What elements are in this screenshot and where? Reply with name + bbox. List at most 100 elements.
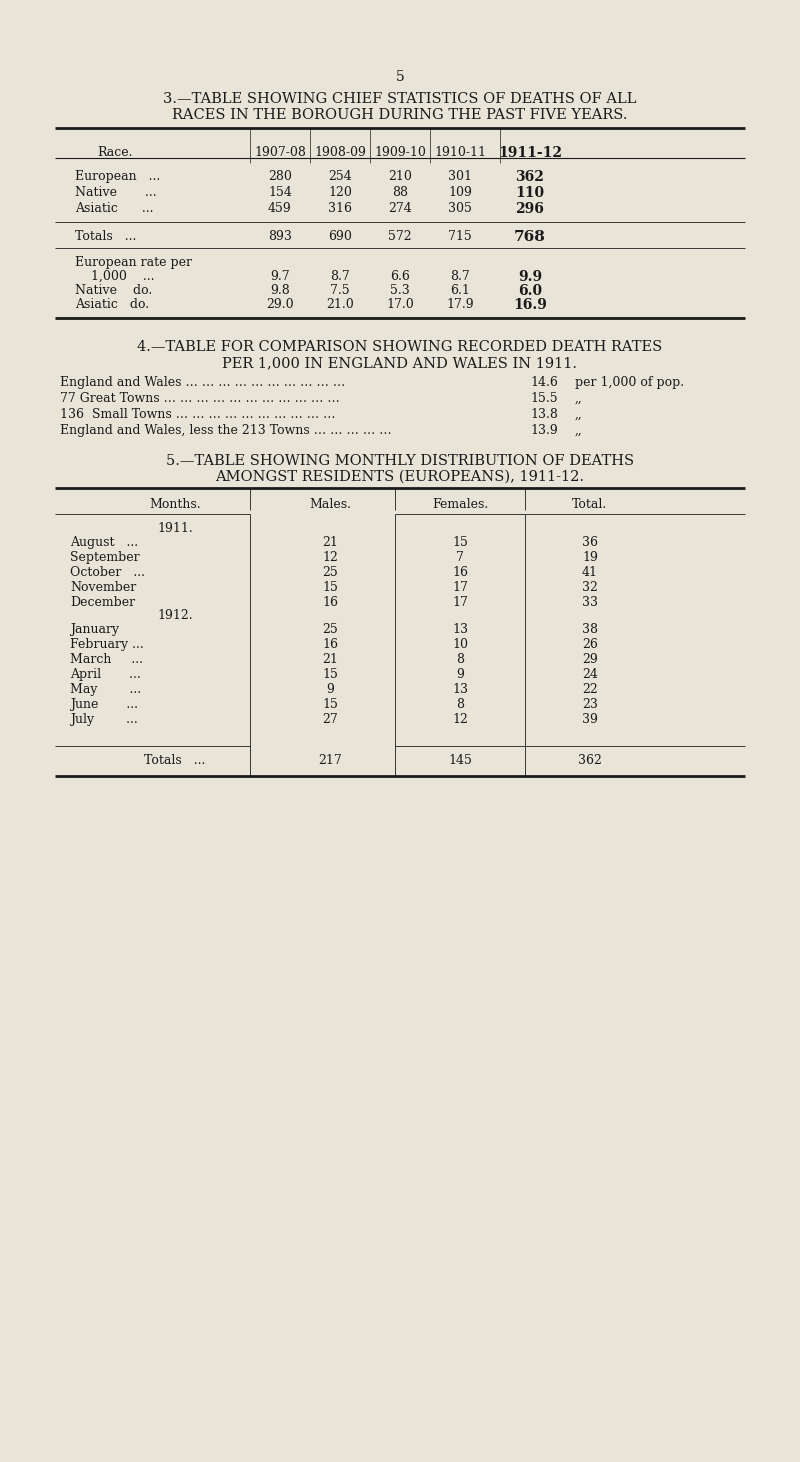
Text: 12: 12 [322, 551, 338, 564]
Text: April       ...: April ... [70, 668, 141, 681]
Text: 9: 9 [456, 668, 464, 681]
Text: October   ...: October ... [70, 566, 145, 579]
Text: 17.9: 17.9 [446, 298, 474, 311]
Text: 13: 13 [452, 623, 468, 636]
Text: 1909-10: 1909-10 [374, 146, 426, 159]
Text: 36: 36 [582, 537, 598, 550]
Text: 6.6: 6.6 [390, 270, 410, 284]
Text: Asiatic   do.: Asiatic do. [75, 298, 149, 311]
Text: 1,000    ...: 1,000 ... [75, 270, 154, 284]
Text: 12: 12 [452, 713, 468, 727]
Text: 16: 16 [322, 596, 338, 610]
Text: 145: 145 [448, 754, 472, 768]
Text: 23: 23 [582, 697, 598, 711]
Text: December: December [70, 596, 135, 610]
Text: 33: 33 [582, 596, 598, 610]
Text: 280: 280 [268, 170, 292, 183]
Text: July        ...: July ... [70, 713, 138, 727]
Text: 17.0: 17.0 [386, 298, 414, 311]
Text: 1907-08: 1907-08 [254, 146, 306, 159]
Text: Males.: Males. [309, 499, 351, 512]
Text: 9.8: 9.8 [270, 284, 290, 297]
Text: 217: 217 [318, 754, 342, 768]
Text: 1912.: 1912. [157, 610, 193, 621]
Text: March     ...: March ... [70, 654, 143, 667]
Text: 16.9: 16.9 [513, 298, 547, 311]
Text: Totals   ...: Totals ... [75, 230, 136, 243]
Text: 21: 21 [322, 537, 338, 550]
Text: 88: 88 [392, 186, 408, 199]
Text: AMONGST RESIDENTS (EUROPEANS), 1911-12.: AMONGST RESIDENTS (EUROPEANS), 1911-12. [215, 469, 585, 484]
Text: PER 1,000 IN ENGLAND AND WALES IN 1911.: PER 1,000 IN ENGLAND AND WALES IN 1911. [222, 357, 578, 370]
Text: 715: 715 [448, 230, 472, 243]
Text: 41: 41 [582, 566, 598, 579]
Text: Females.: Females. [432, 499, 488, 512]
Text: European rate per: European rate per [75, 256, 192, 269]
Text: 7.5: 7.5 [330, 284, 350, 297]
Text: 25: 25 [322, 566, 338, 579]
Text: 32: 32 [582, 580, 598, 594]
Text: Asiatic      ...: Asiatic ... [75, 202, 154, 215]
Text: England and Wales … … … … … … … … … …: England and Wales … … … … … … … … … … [60, 376, 346, 389]
Text: February ...: February ... [70, 637, 144, 651]
Text: 27: 27 [322, 713, 338, 727]
Text: England and Wales, less the 213 Towns … … … … …: England and Wales, less the 213 Towns … … [60, 424, 392, 437]
Text: 690: 690 [328, 230, 352, 243]
Text: 5.3: 5.3 [390, 284, 410, 297]
Text: 38: 38 [582, 623, 598, 636]
Text: 77 Great Towns … … … … … … … … … … …: 77 Great Towns … … … … … … … … … … … [60, 392, 340, 405]
Text: 296: 296 [515, 202, 545, 216]
Text: 120: 120 [328, 186, 352, 199]
Text: 8.7: 8.7 [450, 270, 470, 284]
Text: 305: 305 [448, 202, 472, 215]
Text: 5: 5 [396, 70, 404, 83]
Text: 768: 768 [514, 230, 546, 244]
Text: 15: 15 [452, 537, 468, 550]
Text: ,,: ,, [575, 408, 582, 421]
Text: 24: 24 [582, 668, 598, 681]
Text: ,,: ,, [575, 392, 582, 405]
Text: 893: 893 [268, 230, 292, 243]
Text: ,,: ,, [575, 424, 582, 437]
Text: 29.0: 29.0 [266, 298, 294, 311]
Text: European   ...: European ... [75, 170, 160, 183]
Text: August   ...: August ... [70, 537, 138, 550]
Text: 6.1: 6.1 [450, 284, 470, 297]
Text: 13: 13 [452, 683, 468, 696]
Text: May        ...: May ... [70, 683, 141, 696]
Text: 15: 15 [322, 580, 338, 594]
Text: 362: 362 [515, 170, 545, 184]
Text: 14.6: 14.6 [530, 376, 558, 389]
Text: RACES IN THE BOROUGH DURING THE PAST FIVE YEARS.: RACES IN THE BOROUGH DURING THE PAST FIV… [172, 108, 628, 121]
Text: 39: 39 [582, 713, 598, 727]
Text: 25: 25 [322, 623, 338, 636]
Text: 8: 8 [456, 697, 464, 711]
Text: 8.7: 8.7 [330, 270, 350, 284]
Text: 7: 7 [456, 551, 464, 564]
Text: January: January [70, 623, 119, 636]
Text: 1911-12: 1911-12 [498, 146, 562, 159]
Text: 10: 10 [452, 637, 468, 651]
Text: Total.: Total. [572, 499, 608, 512]
Text: September: September [70, 551, 140, 564]
Text: 13.8: 13.8 [530, 408, 558, 421]
Text: 19: 19 [582, 551, 598, 564]
Text: 109: 109 [448, 186, 472, 199]
Text: 316: 316 [328, 202, 352, 215]
Text: 16: 16 [452, 566, 468, 579]
Text: 9.9: 9.9 [518, 270, 542, 284]
Text: 6.0: 6.0 [518, 284, 542, 298]
Text: 459: 459 [268, 202, 292, 215]
Text: 8: 8 [456, 654, 464, 667]
Text: per 1,000 of pop.: per 1,000 of pop. [575, 376, 684, 389]
Text: 1911.: 1911. [157, 522, 193, 535]
Text: 572: 572 [388, 230, 412, 243]
Text: 136  Small Towns … … … … … … … … … …: 136 Small Towns … … … … … … … … … … [60, 408, 335, 421]
Text: 110: 110 [515, 186, 545, 200]
Text: Totals   ...: Totals ... [144, 754, 206, 768]
Text: 21: 21 [322, 654, 338, 667]
Text: 9.7: 9.7 [270, 270, 290, 284]
Text: Race.: Race. [98, 146, 133, 159]
Text: 1910-11: 1910-11 [434, 146, 486, 159]
Text: 254: 254 [328, 170, 352, 183]
